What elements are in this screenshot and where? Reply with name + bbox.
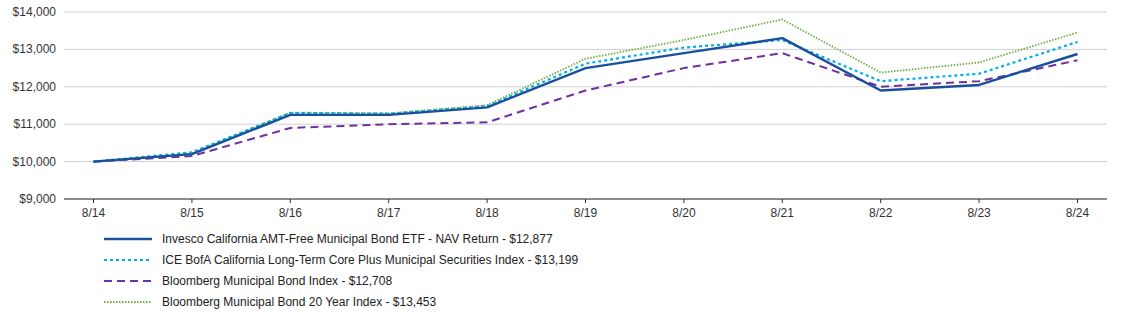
y-tick-label: $9,000: [19, 192, 56, 206]
legend-swatch: [104, 238, 152, 240]
x-tick: [782, 199, 783, 203]
series-line: [94, 38, 1078, 161]
x-tick-label: 8/23: [967, 206, 991, 220]
y-tick-label: $10,000: [13, 155, 57, 169]
grid-line: [64, 49, 1107, 50]
x-tick-label: 8/20: [672, 206, 696, 220]
x-tick-label: 8/15: [180, 206, 204, 220]
x-tick: [683, 199, 684, 203]
x-tick-label: 8/14: [82, 206, 106, 220]
legend-label: Invesco California AMT-Free Municipal Bo…: [162, 232, 553, 246]
grid-line: [64, 161, 1107, 162]
x-tick: [191, 199, 192, 203]
legend-label: ICE BofA California Long-Term Core Plus …: [162, 253, 579, 267]
x-tick-label: 8/22: [869, 206, 893, 220]
y-tick-label: $13,000: [13, 42, 57, 56]
x-tick-label: 8/21: [771, 206, 795, 220]
x-tick: [388, 199, 389, 203]
y-tick-label: $11,000: [14, 117, 57, 131]
y-grid: [64, 12, 1107, 199]
y-tick-label: $12,000: [13, 80, 57, 94]
x-tick: [585, 199, 586, 203]
x-tick-label: 8/19: [574, 206, 598, 220]
legend-label: Bloomberg Municipal Bond 20 Year Index -…: [162, 295, 437, 309]
grid-line: [64, 12, 1107, 13]
series-line: [94, 40, 1078, 162]
x-tick-label: 8/17: [377, 206, 401, 220]
y-tick-label: $14,000: [13, 5, 57, 19]
legend-swatch: [104, 280, 152, 282]
x-tick: [1077, 199, 1078, 203]
lines: [94, 19, 1078, 161]
series-line: [94, 53, 1078, 161]
x-tick-label: 8/16: [279, 206, 303, 220]
x-tick: [979, 199, 980, 203]
x-axis: 8/14 8/15 8/16 8/17 8/18 8/19 8/20 8/21 8/22 8/23…: [64, 199, 1107, 220]
x-tick: [93, 199, 94, 203]
x-tick: [880, 199, 881, 203]
x-tick: [487, 199, 488, 203]
grid-line: [64, 124, 1107, 125]
chart: $9,000 $10,000 $11,000 $12,000 $13,000 $14,00…: [0, 0, 1123, 327]
x-tick-label: 8/18: [475, 206, 499, 220]
series-line: [94, 19, 1078, 161]
legend-swatch: [104, 259, 152, 261]
legend-label: Bloomberg Municipal Bond Index - $12,708: [162, 274, 392, 288]
y-axis: $9,000 $10,000 $11,000 $12,000 $13,000 $14,00…: [13, 5, 57, 206]
legend: Invesco California AMT-Free Municipal Bo…: [104, 232, 579, 309]
x-tick: [290, 199, 291, 203]
x-tick-label: 8/24: [1066, 206, 1090, 220]
legend-swatch: [104, 301, 152, 303]
